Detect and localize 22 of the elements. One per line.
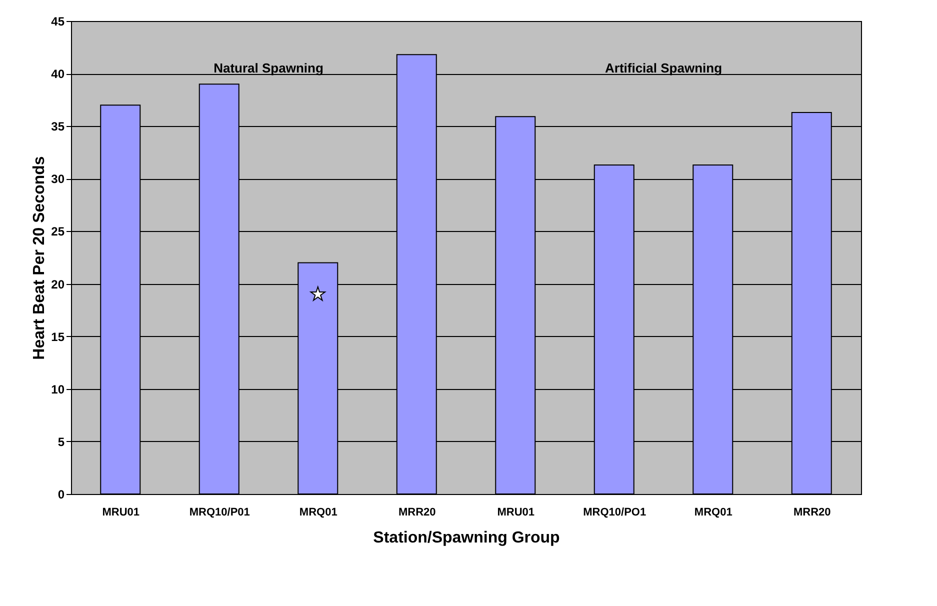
x-axis-title: Station/Spawning Group — [373, 530, 560, 546]
x-tick-label: MRQ10/P01 — [189, 506, 250, 518]
y-tick-label: 15 — [51, 330, 65, 344]
x-tick-label: MRQ01 — [694, 506, 732, 518]
y-tick-label: 35 — [51, 120, 65, 134]
annotation: Artificial Spawning — [604, 60, 722, 76]
y-tick-label: 10 — [51, 382, 65, 396]
y-tick-label: 20 — [51, 277, 65, 292]
y-tick-label: 0 — [58, 488, 65, 502]
x-tick-label: MRU01 — [497, 506, 535, 518]
y-tick-label: 45 — [51, 14, 65, 28]
annotation: Natural Spawning — [214, 60, 324, 76]
x-tick-label: MRU01 — [102, 506, 140, 518]
y-tick-label: 5 — [58, 434, 65, 449]
y-tick-label: 25 — [51, 224, 65, 239]
y-tick-label: 30 — [51, 172, 65, 186]
x-tick-label: MRR20 — [398, 506, 436, 518]
y-axis-title: Heart Beat Per 20 Seconds — [31, 156, 48, 360]
y-tick-label: 40 — [51, 67, 65, 82]
x-tick-label: MRR20 — [793, 506, 831, 518]
x-tick-label: MRQ01 — [299, 506, 338, 518]
x-tick-label: MRQ10/PO1 — [583, 506, 646, 518]
